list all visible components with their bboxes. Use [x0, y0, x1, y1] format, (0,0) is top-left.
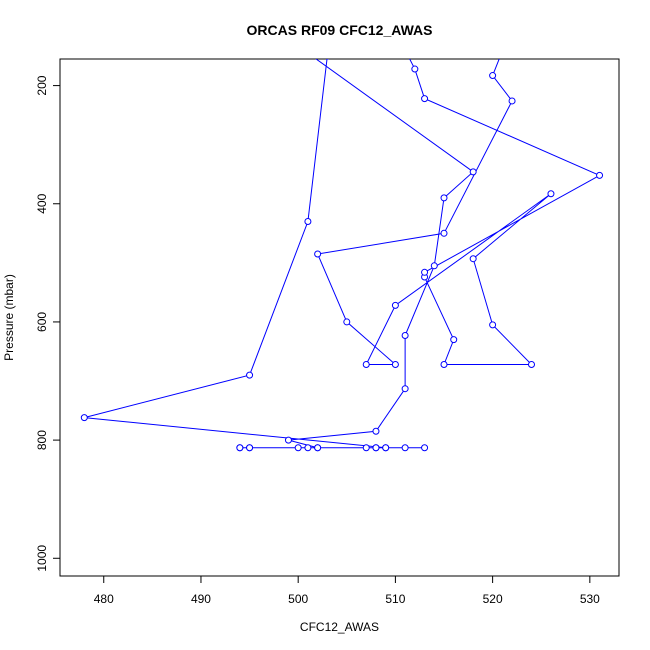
data-point	[489, 321, 497, 329]
data-point	[391, 301, 399, 309]
data-point	[489, 72, 497, 80]
data-point	[314, 250, 322, 258]
data-point	[314, 444, 322, 452]
data-point	[596, 171, 604, 179]
data-point	[421, 268, 429, 276]
x-tick-label: 510	[385, 592, 405, 606]
data-point	[421, 444, 429, 452]
series-line	[84, 59, 601, 449]
data-point	[440, 194, 448, 202]
data-point	[236, 444, 244, 452]
data-point	[246, 371, 254, 379]
x-tick-label: 520	[483, 592, 503, 606]
y-tick-label: 200	[35, 75, 49, 95]
data-point	[469, 168, 477, 176]
y-tick-label: 600	[35, 312, 49, 332]
y-tick-label: 400	[35, 193, 49, 213]
data-point	[440, 360, 448, 368]
y-tick-label: 800	[35, 430, 49, 450]
data-point	[294, 444, 302, 452]
y-tick-label: 1000	[35, 545, 49, 572]
x-axis-label: CFC12_AWAS	[300, 620, 379, 634]
x-tick-label: 490	[191, 592, 211, 606]
data-point	[372, 427, 380, 435]
data-point	[246, 444, 254, 452]
data-point	[343, 318, 351, 326]
data-point	[421, 95, 429, 103]
data-point	[402, 47, 408, 53]
x-tick-label: 530	[580, 592, 600, 606]
data-point	[391, 360, 399, 368]
data-point	[440, 229, 448, 237]
chart-title: ORCAS RF09 CFC12_AWAS	[247, 22, 433, 38]
data-point	[362, 444, 370, 452]
x-tick-label: 480	[94, 592, 114, 606]
data-point	[334, 3, 340, 9]
series-layer	[80, 3, 604, 452]
data-point	[528, 360, 535, 368]
data-point	[411, 65, 419, 73]
data-point	[382, 444, 390, 452]
x-axis: 480 490 500 510 520 530	[94, 575, 600, 606]
data-point	[304, 217, 312, 225]
data-point	[401, 385, 409, 393]
data-point	[305, 50, 311, 56]
data-point	[450, 336, 458, 344]
data-point	[508, 97, 516, 105]
data-point	[401, 332, 409, 340]
data-point	[469, 255, 477, 263]
data-point	[372, 444, 380, 452]
plot-frame	[59, 58, 620, 577]
data-point	[362, 360, 370, 368]
data-point	[304, 444, 312, 452]
data-point	[430, 262, 438, 270]
data-point	[284, 436, 292, 444]
data-point	[509, 24, 515, 30]
data-point	[401, 444, 409, 452]
data-point	[547, 190, 555, 198]
y-axis-label: Pressure (mbar)	[2, 274, 16, 361]
data-point	[80, 414, 88, 422]
x-tick-label: 500	[288, 592, 308, 606]
y-axis: 200 400 600 800 1000	[35, 75, 61, 572]
data-point	[325, 59, 330, 60]
